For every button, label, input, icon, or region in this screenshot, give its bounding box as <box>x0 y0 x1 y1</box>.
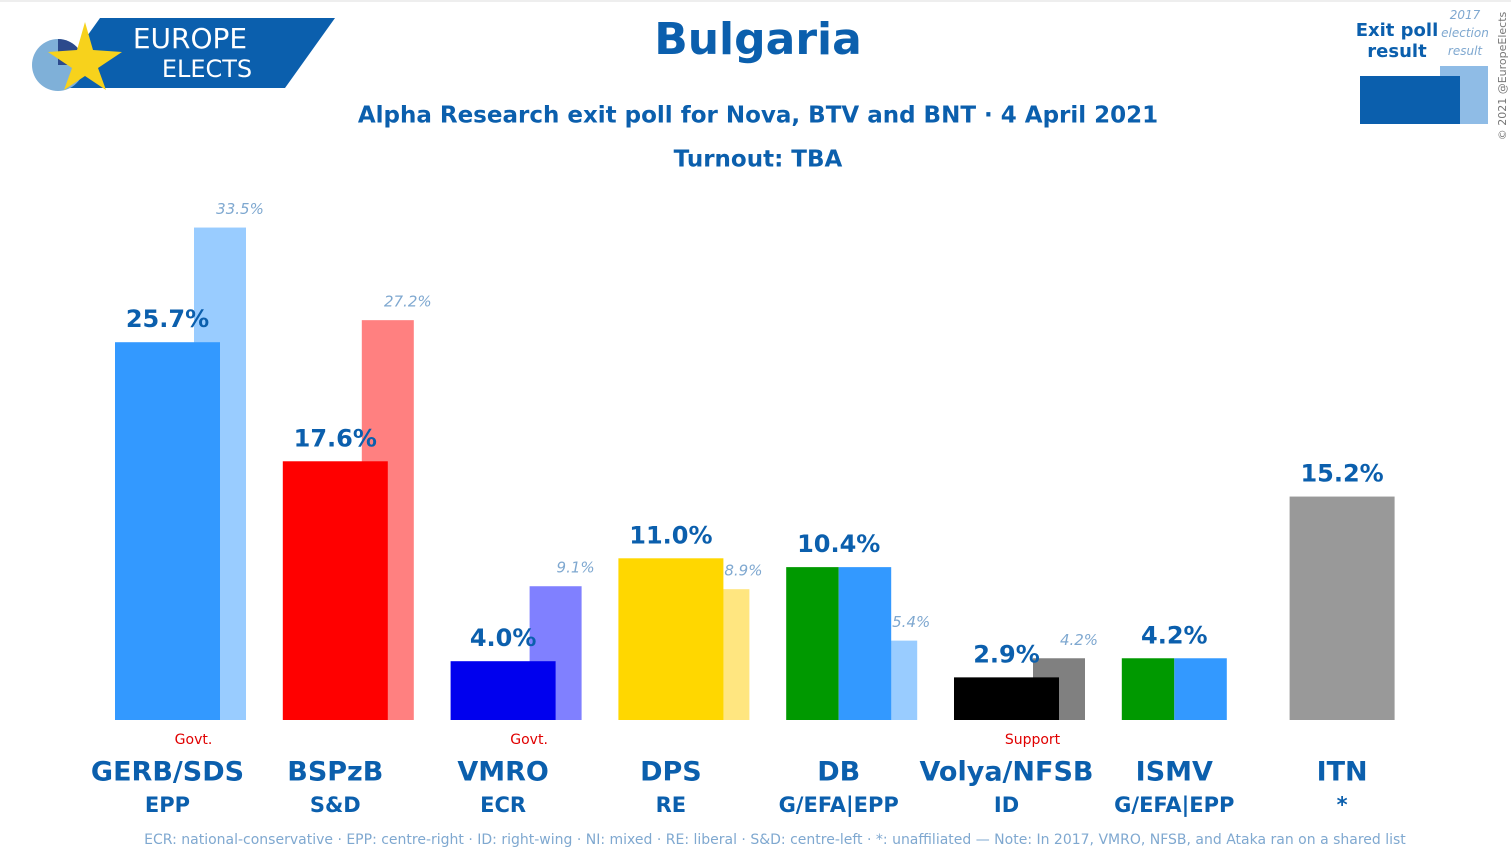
x-tick-label: GERB/SDS <box>91 757 244 788</box>
chart-title: Bulgaria <box>654 14 862 65</box>
x-tick-label: DB <box>817 757 860 788</box>
previous-value-label: 4.2% <box>1060 631 1098 649</box>
previous-value-label: 33.5% <box>216 200 264 218</box>
logo-star <box>48 22 122 90</box>
group-label: RE <box>656 793 687 817</box>
bar <box>115 342 220 720</box>
status-label: Govt. <box>510 732 548 748</box>
x-tick-label: ITN <box>1317 757 1368 788</box>
bar <box>1174 658 1227 720</box>
turnout: Turnout: TBA <box>674 147 843 173</box>
legend-label: Exit poll result <box>1355 20 1439 62</box>
value-label: 2.9% <box>973 640 1040 668</box>
group-label: EPP <box>145 793 190 817</box>
bar <box>450 661 556 720</box>
x-tick-label: VMRO <box>457 757 549 788</box>
bar <box>618 558 724 720</box>
logo: EUROPE ELECTS <box>32 18 335 91</box>
footnote: ECR: national-conservative · EPP: centre… <box>144 832 1406 848</box>
group-label: G/EFA|EPP <box>1114 793 1234 818</box>
value-label: 15.2% <box>1300 460 1383 488</box>
previous-value-label: 9.1% <box>557 559 595 577</box>
bar <box>282 461 388 720</box>
logo-text: ELECTS <box>162 55 252 83</box>
value-label: 4.2% <box>1141 621 1208 649</box>
previous-value-label: 27.2% <box>384 293 432 311</box>
x-tick-label: BSPzB <box>287 757 383 788</box>
bar <box>1121 658 1175 720</box>
value-label: 4.0% <box>470 624 537 652</box>
value-label: 25.7% <box>126 305 209 333</box>
group-label: ID <box>994 793 1019 817</box>
previous-value-label: 5.4% <box>892 613 930 631</box>
value-label: 11.0% <box>629 521 712 549</box>
value-label: 17.6% <box>294 424 377 452</box>
x-tick-label: Volya/NFSB <box>920 757 1094 788</box>
group-label: * <box>1337 793 1348 817</box>
x-tick-label: DPS <box>640 757 702 788</box>
chart-subtitle: Alpha Research exit poll for Nova, BTV a… <box>358 103 1158 129</box>
group-label: G/EFA|EPP <box>779 793 899 818</box>
previous-value-label: 8.9% <box>724 562 762 580</box>
logo-banner <box>50 18 335 88</box>
x-tick-label: ISMV <box>1136 757 1213 788</box>
logo-text: EUROPE <box>133 22 247 55</box>
bar <box>786 567 839 720</box>
legend-label: 2017 election result <box>1441 8 1489 58</box>
bar <box>1289 496 1395 720</box>
copyright: © 2021 @EuropeElects <box>1496 11 1509 140</box>
status-label: Support <box>1005 732 1061 748</box>
bar <box>954 677 1059 720</box>
group-label: ECR <box>480 793 526 817</box>
value-label: 10.4% <box>797 530 880 558</box>
group-label: S&D <box>310 793 361 817</box>
legend-swatch <box>1360 76 1460 124</box>
status-label: Govt. <box>175 732 213 748</box>
bar <box>838 567 892 720</box>
